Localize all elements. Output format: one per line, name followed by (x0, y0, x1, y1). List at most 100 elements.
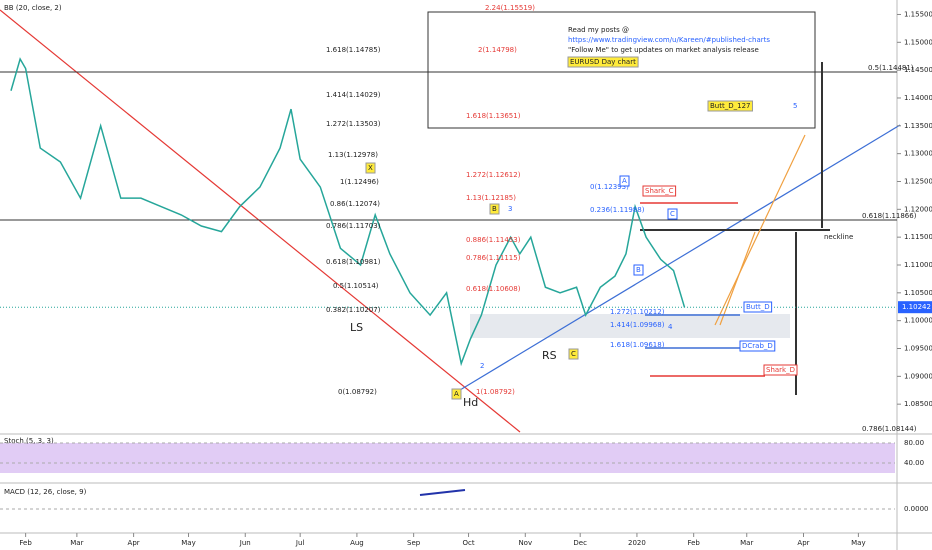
annotation: C (670, 210, 675, 218)
annotation-box (642, 185, 677, 197)
y-tick-label: 40.00 (904, 459, 924, 467)
trendline (0, 9, 521, 433)
annotation-box (365, 162, 376, 174)
annotation: A (454, 390, 459, 398)
annotation: 1.618(1.13651) (466, 112, 521, 120)
annotation: Hd (463, 396, 478, 409)
annotation-box (619, 175, 630, 187)
annotation: A (622, 177, 627, 185)
annotation: 0(1.12393) (590, 183, 629, 191)
projection-arrow (719, 231, 756, 326)
annotation: "Follow Me" to get updates on market ana… (568, 46, 759, 54)
y-tick-label: 1.10000 (904, 317, 932, 325)
x-tick-label: Feb (19, 539, 32, 547)
stoch-band (0, 443, 895, 473)
annotation: B (636, 266, 641, 274)
annotation: 2(1.14798) (478, 46, 517, 54)
last-price-label: 1.10242 (902, 303, 931, 311)
annotation: EURUSD Day chart (570, 58, 636, 66)
x-tick-label: Jun (239, 539, 251, 547)
annotation: 0.886(1.11453) (466, 236, 521, 244)
annotation: Shark_D (766, 366, 795, 374)
y-tick-label: 1.15500 (904, 10, 932, 18)
zone (470, 314, 790, 338)
annotation-box (667, 208, 678, 220)
y-tick-label: 1.11500 (904, 233, 932, 241)
price-line (10, 57, 686, 367)
annotation: 4 (668, 323, 673, 331)
annotation: 0.5(1.14481) (868, 64, 914, 72)
y-tick-label: 1.12000 (904, 205, 932, 213)
y-tick-label: 1.15000 (904, 38, 932, 46)
projection-arrow (714, 134, 806, 326)
annotation: 1.618(1.09618) (610, 341, 665, 349)
annotation-box (707, 100, 753, 112)
annotation: neckline (824, 233, 853, 241)
indicator-label: BB (20, close, 2) (4, 4, 62, 12)
y-tick-label: 1.09000 (904, 372, 932, 380)
annotation: B (492, 205, 497, 213)
x-tick-label: Aug (350, 539, 364, 547)
annotation: 1.13(1.12185) (466, 194, 516, 202)
x-tick-label: 2020 (628, 539, 646, 547)
y-tick-label: 1.09500 (904, 344, 932, 352)
annotation: 0.786(1.11115) (466, 254, 521, 262)
annotation: 0.786(1.08144) (862, 425, 917, 433)
annotation: Shark_C (645, 187, 674, 195)
x-tick-label: Nov (518, 539, 532, 547)
x-tick-label: Oct (462, 539, 474, 547)
annotation: 1(1.08792) (476, 388, 515, 396)
x-tick-label: Mar (740, 539, 753, 547)
annotation: Butt_D_127 (710, 102, 750, 110)
annotation: Butt_D (746, 303, 770, 311)
annotation: LS (350, 321, 363, 334)
annotation: 0.382(1.10207) (326, 306, 381, 314)
x-tick-label: Apr (797, 539, 809, 547)
annotation: 2.24(1.15519) (485, 4, 535, 12)
annotation-box (763, 364, 798, 376)
x-tick-label: Feb (687, 539, 700, 547)
x-tick-label: May (851, 539, 865, 547)
annotation-box (451, 388, 462, 400)
y-tick-label: 1.08500 (904, 400, 932, 408)
trendline (459, 124, 901, 391)
annotation-box (743, 301, 773, 313)
annotation-box (568, 348, 579, 360)
annotation: https://www.tradingview.com/u/Kareen/#pu… (568, 36, 770, 44)
annotation: 1.414(1.14029) (326, 91, 381, 99)
annotation-box (489, 203, 500, 215)
y-tick-label: 1.14500 (904, 66, 932, 74)
annotation: 1.272(1.12612) (466, 171, 521, 179)
indicator-label: Stoch (5, 3, 3) (4, 437, 54, 445)
annotation: 0.786(1.11703) (326, 222, 381, 230)
annotation-box (633, 264, 644, 276)
divergence-line (419, 489, 466, 496)
y-tick-label: 80.00 (904, 439, 924, 447)
annotation: RS (542, 349, 557, 362)
y-tick-label: 1.11000 (904, 261, 932, 269)
x-tick-label: Sep (407, 539, 421, 547)
annotation: C (571, 350, 576, 358)
x-tick-label: May (181, 539, 195, 547)
annotation: 1.13(1.12978) (328, 151, 378, 159)
annotation: 1.272(1.10212) (610, 308, 665, 316)
annotation-box (567, 56, 639, 68)
annotation: 2 (480, 362, 484, 370)
x-tick-label: Dec (573, 539, 587, 547)
annotation: 0.618(1.10608) (466, 285, 521, 293)
x-tick-label: Apr (128, 539, 140, 547)
annotation: 5 (793, 102, 797, 110)
annotation: 0.618(1.11866) (862, 212, 917, 220)
annotation: 0.86(1.12074) (330, 200, 380, 208)
y-tick-label: 1.14000 (904, 94, 932, 102)
annotation: 1.618(1.14785) (326, 46, 381, 54)
y-tick-label: 1.13000 (904, 150, 932, 158)
indicator-label: MACD (12, 26, close, 9) (4, 488, 87, 496)
annotation: 3 (508, 205, 512, 213)
y-tick-label: 1.12500 (904, 177, 932, 185)
annotation: 0.618(1.10981) (326, 258, 381, 266)
x-tick-label: Jul (295, 539, 305, 547)
annotation: 1.414(1.09968) (610, 321, 665, 329)
annotation: DCrab_D (742, 342, 773, 350)
